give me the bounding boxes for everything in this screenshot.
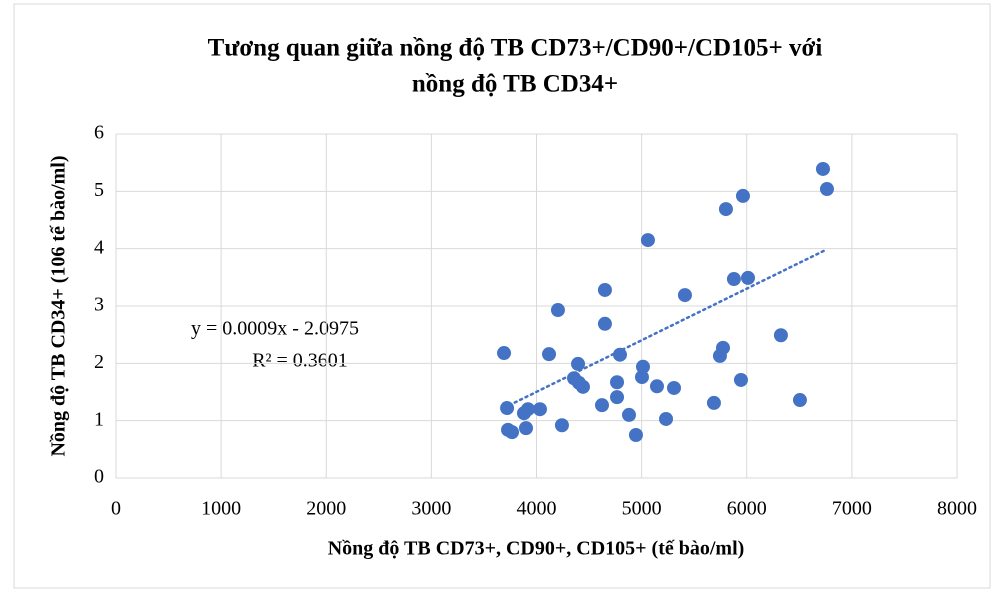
point — [640, 233, 655, 248]
point — [610, 390, 625, 405]
y-tick-label: 1 — [94, 408, 104, 430]
r-squared: R² = 0.3601 — [252, 350, 348, 372]
y-axis-title: Nồng độ TB CD34+ (106 tế bào/ml) — [48, 155, 70, 456]
point — [726, 272, 741, 287]
trendline — [502, 248, 829, 410]
point — [706, 395, 721, 410]
x-tick-label: 1000 — [201, 498, 241, 520]
point — [542, 347, 557, 362]
point — [594, 398, 609, 413]
point — [741, 270, 756, 285]
point — [532, 402, 547, 417]
chart-title: nồng độ TB CD34+ — [412, 71, 618, 98]
point — [773, 328, 788, 343]
point — [518, 421, 533, 436]
point — [505, 425, 520, 440]
point — [815, 161, 830, 176]
point — [715, 340, 730, 355]
y-tick-label: 2 — [94, 351, 104, 373]
point — [628, 428, 643, 442]
point — [575, 379, 590, 394]
point — [497, 346, 512, 361]
point — [550, 303, 565, 318]
point — [597, 282, 612, 297]
y-tick-label: 6 — [94, 122, 104, 144]
point — [677, 288, 692, 303]
equation: y = 0.0009x - 2.0975 — [191, 318, 359, 340]
point — [612, 347, 627, 362]
y-tick-label: 0 — [94, 466, 104, 488]
x-tick-label: 8000 — [937, 498, 977, 520]
point — [520, 402, 535, 417]
point — [634, 370, 649, 385]
x-axis-title: Nồng độ TB CD73+, CD90+, CD105+ (tế bào/… — [328, 538, 745, 560]
x-tick-label: 5000 — [622, 498, 662, 520]
point — [500, 401, 515, 416]
point — [649, 379, 664, 394]
point — [735, 188, 750, 203]
x-tick-label: 4000 — [517, 498, 557, 520]
point — [554, 418, 569, 433]
point — [635, 359, 650, 374]
point — [597, 316, 612, 331]
y-tick-label: 4 — [94, 236, 104, 258]
point — [819, 182, 834, 197]
y-tick-label: 3 — [94, 294, 104, 316]
x-tick-label: 2000 — [306, 498, 346, 520]
point — [610, 375, 625, 390]
point — [622, 407, 637, 422]
x-tick-label: 6000 — [727, 498, 767, 520]
y-tick-label: 5 — [94, 179, 104, 201]
point — [659, 411, 674, 426]
point — [792, 393, 807, 408]
chart-title: Tương quan giữa nồng độ TB CD73+/CD90+/C… — [208, 35, 823, 62]
point — [667, 380, 682, 395]
x-tick-label: 0 — [111, 498, 121, 520]
chart-border — [13, 3, 991, 589]
point — [571, 356, 586, 371]
x-tick-label: 3000 — [411, 498, 451, 520]
point — [718, 202, 733, 217]
point — [733, 372, 748, 387]
x-tick-label: 7000 — [832, 498, 872, 520]
